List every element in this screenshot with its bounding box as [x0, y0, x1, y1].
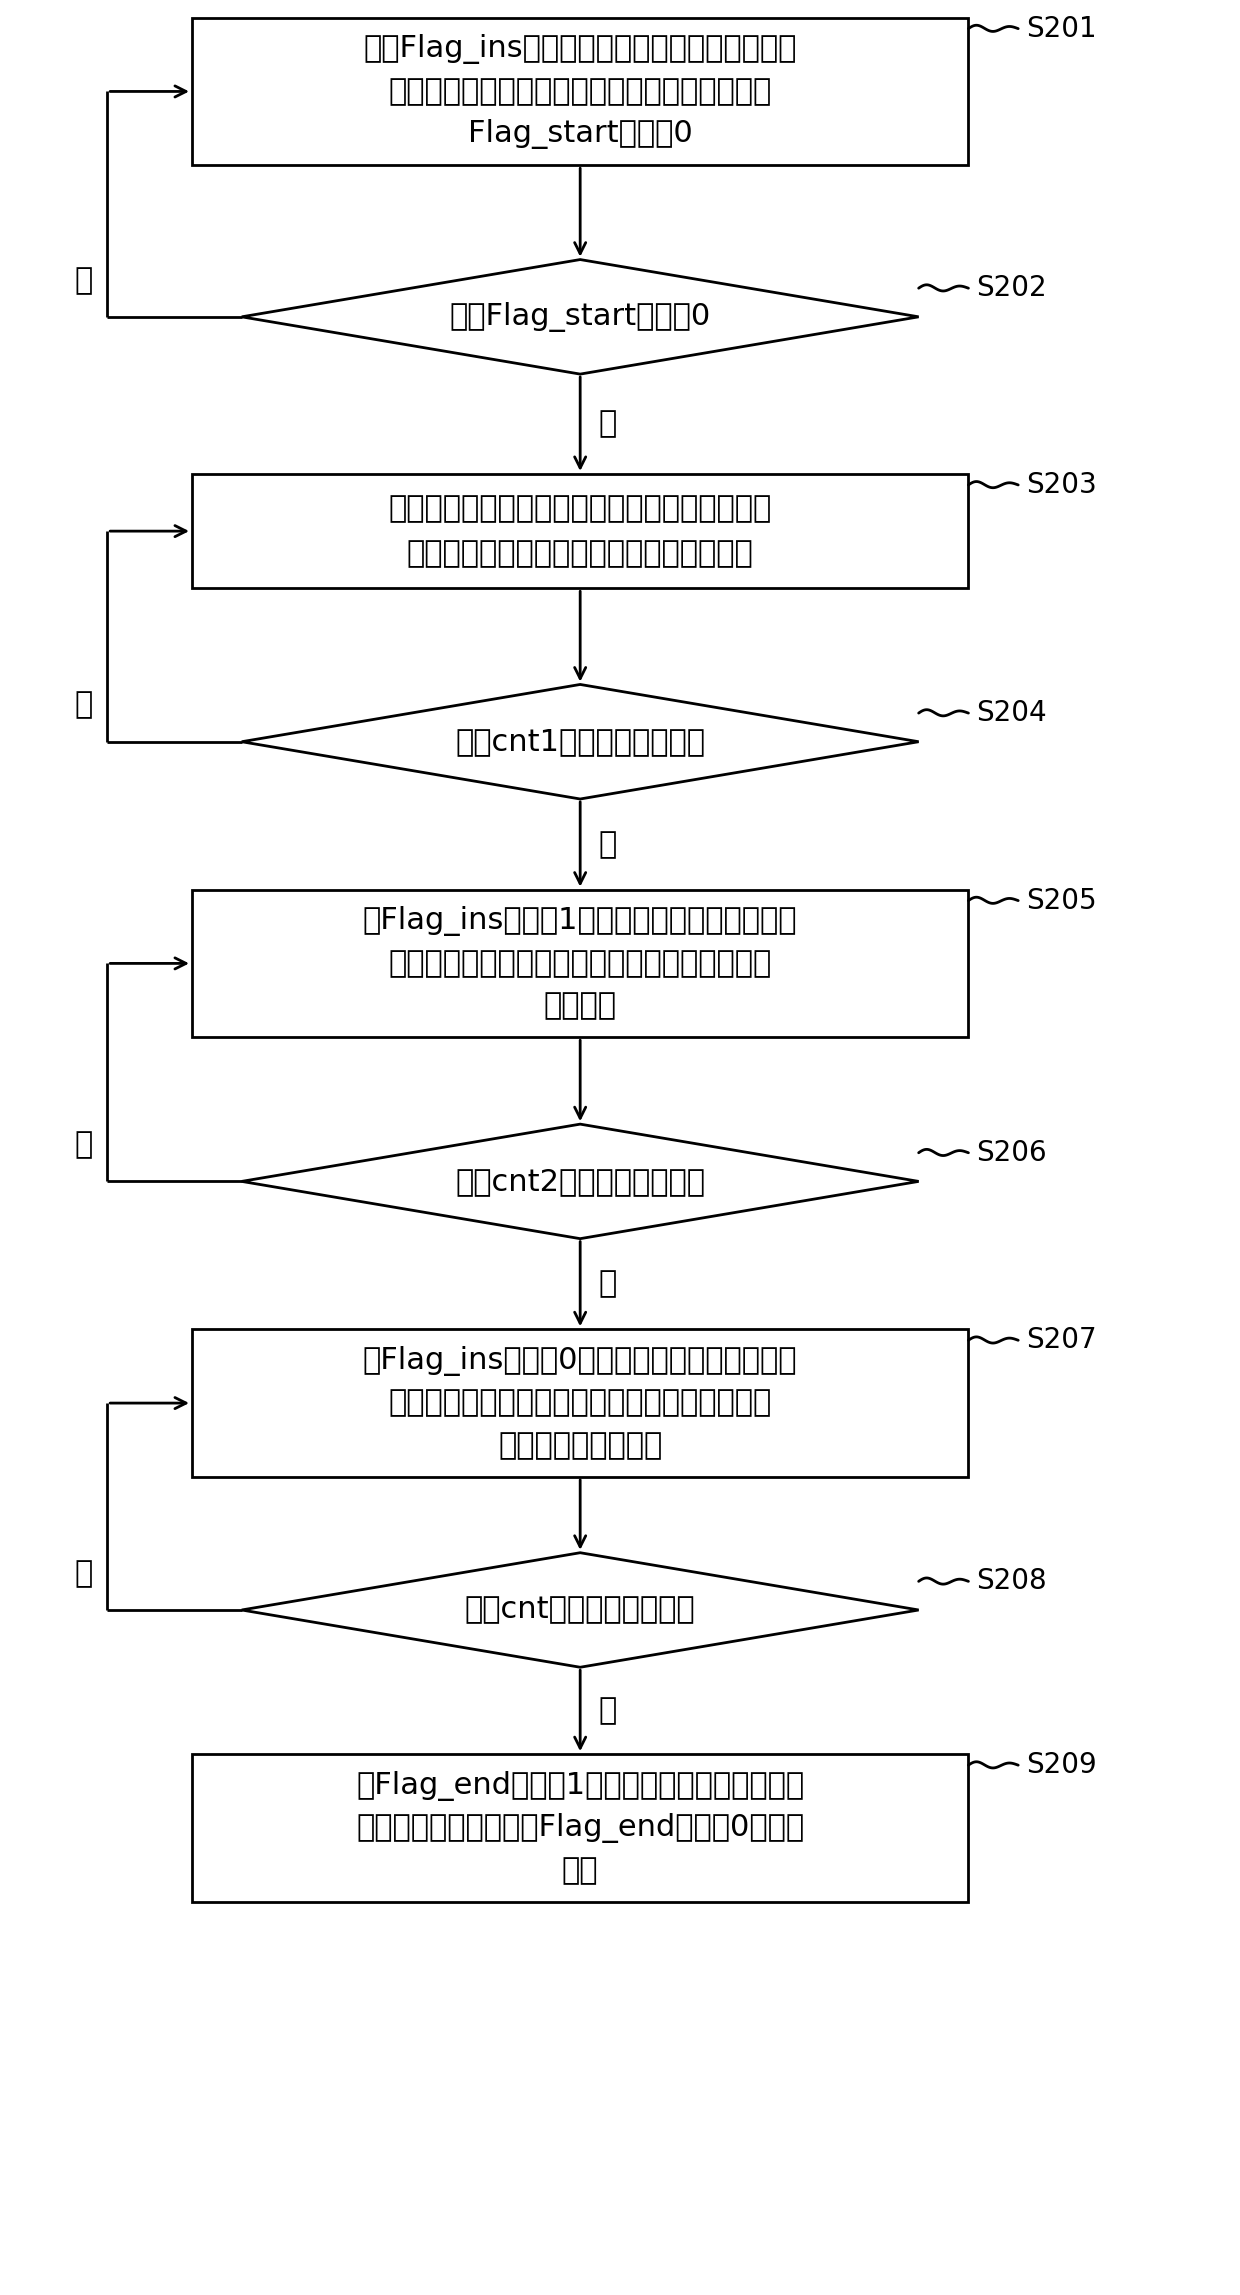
Polygon shape: [242, 684, 919, 799]
Text: 是: 是: [598, 1696, 616, 1726]
Text: 顺序遍历扫描，并控制第一计数器开始计数: 顺序遍历扫描，并控制第一计数器开始计数: [407, 539, 754, 569]
Text: S206: S206: [976, 1138, 1047, 1166]
Polygon shape: [242, 1554, 919, 1666]
Text: 是: 是: [598, 409, 616, 438]
Polygon shape: [242, 259, 919, 374]
Text: S202: S202: [976, 273, 1047, 303]
Text: 扫描: 扫描: [562, 1857, 599, 1884]
Bar: [192, 473, 968, 588]
Text: 对第一部分非关注区域的多个背光结构单元进行: 对第一部分非关注区域的多个背光结构单元进行: [388, 493, 771, 523]
Bar: [192, 890, 968, 1037]
Text: 需的电流值、及对应的寄存器值，计算完成后将: 需的电流值、及对应的寄存器值，计算完成后将: [388, 78, 771, 106]
Text: S201: S201: [1027, 14, 1097, 44]
Bar: [192, 1753, 968, 1903]
Text: 到缓冲结束信号时，将Flag_end跳变为0，结束: 到缓冲结束信号时，将Flag_end跳变为0，结束: [356, 1813, 805, 1843]
Text: 结构单元进行顺序遍历扫描，并控制第二计数器: 结构单元进行顺序遍历扫描，并控制第二计数器: [388, 948, 771, 978]
Text: Flag_start跳变为0: Flag_start跳变为0: [467, 119, 693, 149]
Text: 否: 否: [74, 1558, 92, 1588]
Text: 否: 否: [74, 266, 92, 294]
Polygon shape: [242, 1125, 919, 1239]
Text: 计算Flag_ins的生效时间和各个背光结构单元所: 计算Flag_ins的生效时间和各个背光结构单元所: [363, 34, 797, 64]
Text: S204: S204: [976, 700, 1047, 728]
Text: 否: 否: [74, 691, 92, 721]
Text: 否: 否: [74, 1129, 92, 1159]
Text: S207: S207: [1027, 1327, 1097, 1354]
Text: 的多个背光结构单元进行顺序遍历扫描，并控制: 的多个背光结构单元进行顺序遍历扫描，并控制: [388, 1388, 771, 1418]
Text: 判断cnt1是否达到第一阈值: 判断cnt1是否达到第一阈值: [455, 728, 706, 757]
Text: 是: 是: [598, 1269, 616, 1299]
Text: 判断cnt是否达到第三阈值: 判断cnt是否达到第三阈值: [465, 1595, 696, 1625]
Text: 判断Flag_start是否为0: 判断Flag_start是否为0: [450, 303, 711, 333]
Text: 将Flag_ins跳变为1，对关注区域中的多个背光: 将Flag_ins跳变为1，对关注区域中的多个背光: [363, 907, 797, 936]
Bar: [192, 1329, 968, 1478]
Text: 判断cnt2是否达到第二阈值: 判断cnt2是否达到第二阈值: [455, 1166, 706, 1196]
Text: S209: S209: [1027, 1751, 1097, 1779]
Text: 是: 是: [598, 831, 616, 858]
Text: 将Flag_ins跳变为0，对第二部分非关注区域中: 将Flag_ins跳变为0，对第二部分非关注区域中: [363, 1345, 797, 1377]
Text: 开始计数: 开始计数: [543, 991, 616, 1021]
Text: 第三计数器开始计数: 第三计数器开始计数: [498, 1430, 662, 1460]
Text: 将Flag_end跳变为1，进入帧缓冲状态，当接收: 将Flag_end跳变为1，进入帧缓冲状态，当接收: [356, 1772, 805, 1802]
Text: S203: S203: [1027, 470, 1097, 498]
Text: S208: S208: [976, 1567, 1047, 1595]
Text: S205: S205: [1027, 886, 1097, 916]
Bar: [192, 18, 968, 165]
